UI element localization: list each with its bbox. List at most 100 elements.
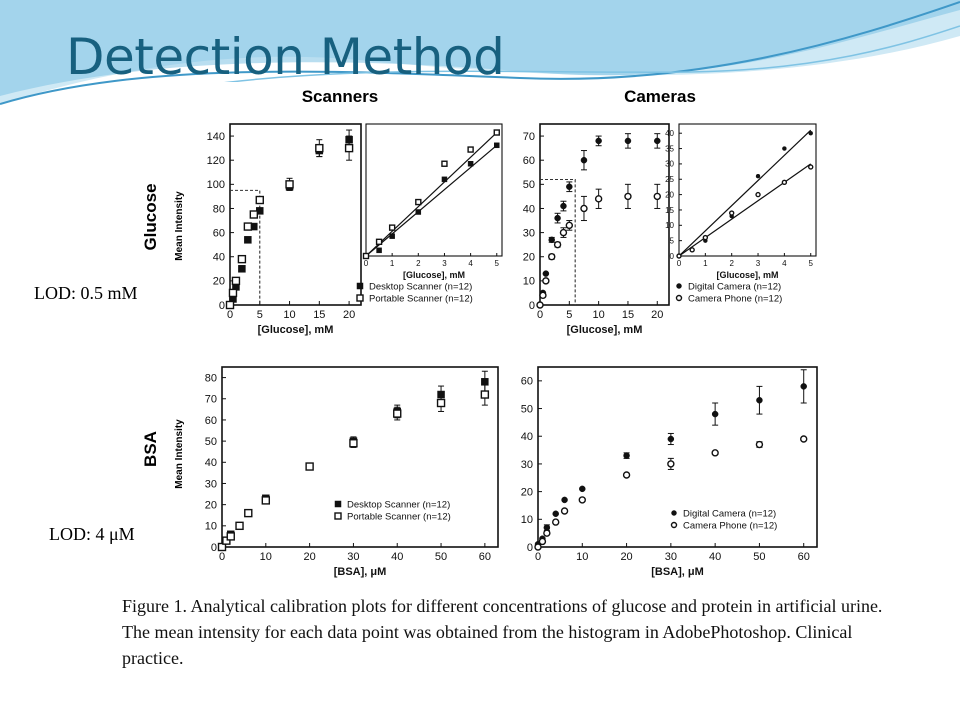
glucose-scanners-inset-x-tick-label: 0 bbox=[364, 259, 369, 268]
bsa-cameras-axes-frame bbox=[537, 366, 818, 548]
glucose-scanners-inset-data-point bbox=[362, 252, 370, 260]
glucose-cameras-x-tick-label: 20 bbox=[651, 309, 663, 321]
glucose-scanners-inset-x-axis-label: [Glucose], mM bbox=[403, 270, 465, 280]
bsa-cameras-x-tick-label: 20 bbox=[620, 551, 632, 563]
column-header-scanners: Scanners bbox=[302, 87, 379, 106]
glucose-scanners-data-point bbox=[344, 143, 354, 153]
bsa-scanners-data-point bbox=[226, 532, 235, 541]
bsa-cameras-data-point bbox=[560, 507, 569, 515]
column-header-cameras: Cameras bbox=[624, 87, 696, 106]
glucose-cameras-inset-data-point bbox=[782, 146, 787, 151]
bsa-cameras-data-point bbox=[711, 449, 719, 457]
glucose-scanners-inset-fit-line bbox=[365, 144, 498, 257]
glucose-cameras-inset-x-tick-label: 2 bbox=[729, 259, 734, 268]
glucose-cameras-data-point bbox=[553, 240, 562, 249]
glucose-cameras-inset-data-point bbox=[676, 253, 682, 259]
wave-stroke-1 bbox=[0, 1, 960, 105]
glucose-scanners-inset-data-point bbox=[493, 129, 500, 136]
glucose-scanners-y-tick-label: 60 bbox=[213, 227, 225, 239]
bsa-cameras-x-tick-label: 30 bbox=[665, 551, 677, 563]
glucose-scanners-x-tick-label: 20 bbox=[343, 309, 355, 321]
bsa-cameras-y-tick-label: 10 bbox=[521, 514, 533, 526]
bsa-scanners-axes-frame bbox=[221, 366, 499, 548]
glucose-cameras-inset-x-tick-label: 3 bbox=[756, 259, 761, 268]
glucose-cameras-data-point bbox=[548, 253, 556, 261]
bsa-cameras-data-point bbox=[800, 383, 807, 390]
bsa-scanners-legend-label: Desktop Scanner (n=12) bbox=[347, 500, 450, 511]
bsa-scanners-legend-marker bbox=[334, 512, 342, 520]
glucose-scanners-data-point bbox=[228, 288, 238, 298]
bsa-cameras-data-point bbox=[538, 537, 547, 546]
glucose-cameras-inset-data-point bbox=[808, 164, 814, 170]
figure-svg: Scanners Cameras Glucose BSA Mean Intens… bbox=[141, 87, 818, 578]
glucose-cameras-y-tick-label: 60 bbox=[523, 155, 535, 167]
bsa-cameras-x-tick-label: 0 bbox=[535, 551, 541, 563]
glucose-scanners-data-point bbox=[243, 222, 253, 231]
bsa-scanners-x-tick-label: 40 bbox=[391, 551, 403, 563]
glucose-cameras-inset-data-point bbox=[781, 179, 788, 186]
bsa-cameras-y-tick-label: 60 bbox=[521, 376, 533, 388]
glucose-scanners-inset-data-point bbox=[415, 198, 422, 206]
glucose-cameras-legend-marker bbox=[675, 294, 683, 302]
bsa-cameras-data-point bbox=[534, 543, 542, 551]
glucose-scanners-inset-data-point bbox=[494, 142, 500, 149]
glucose-cameras-inset-y-tick-label: 0 bbox=[670, 252, 675, 261]
bsa-cameras-legend-marker bbox=[671, 510, 677, 516]
glucose-cameras-inset-y-tick-label: 35 bbox=[665, 144, 674, 153]
glucose-scanners-legend-label: Portable Scanner (n=12) bbox=[369, 294, 473, 305]
decorative-waves bbox=[0, 0, 960, 105]
glucose-cameras-inset-y-tick-label: 40 bbox=[665, 129, 674, 138]
glucose-cameras-legend-marker bbox=[676, 283, 682, 289]
bsa-scanners-x-tick-label: 30 bbox=[347, 551, 359, 563]
glucose-scanners-data-point bbox=[285, 180, 294, 189]
bsa-cameras-legend-label: Camera Phone (n=12) bbox=[683, 521, 777, 532]
bsa-scanners-data-point bbox=[244, 508, 253, 518]
bsa-cameras-data-point bbox=[623, 452, 630, 459]
glucose-cameras-data-point bbox=[594, 195, 603, 203]
bsa-scanners-data-point bbox=[436, 398, 446, 408]
glucose-cameras-inset-data-point bbox=[755, 173, 761, 179]
bsa-cameras-y-tick-label: 0 bbox=[527, 542, 533, 554]
glucose-scanners-x-axis-label: [Glucose], mM bbox=[258, 324, 334, 336]
glucose-cameras-inset-axes-frame bbox=[678, 123, 817, 257]
glucose-cameras-inset-x-tick-label: 5 bbox=[809, 259, 814, 268]
glucose-scanners-data-point bbox=[231, 276, 241, 286]
bsa-scanners-y-tick-label: 80 bbox=[205, 372, 217, 384]
glucose-scanners-data-point bbox=[249, 210, 259, 219]
bsa-cameras-y-tick-label: 30 bbox=[521, 459, 533, 471]
glucose-scanners-data-point bbox=[255, 195, 264, 205]
glucose-cameras-data-point bbox=[554, 214, 561, 222]
glucose-scanners-inset-data-point bbox=[467, 146, 474, 153]
glucose-cameras-data-point bbox=[559, 228, 568, 237]
glucose-cameras-x-tick-label: 0 bbox=[537, 309, 543, 321]
glucose-cameras-inset-x-tick-label: 1 bbox=[703, 259, 708, 268]
glucose-scanners-inset-data-point bbox=[415, 209, 422, 215]
glucose-scanners-y-tick-label: 140 bbox=[207, 131, 225, 143]
glucose-cameras-inset-fit-line bbox=[678, 163, 812, 257]
glucose-cameras-data-point bbox=[560, 202, 567, 210]
glucose-scanners-y-tick-label: 40 bbox=[213, 252, 225, 264]
glucose-scanners-legend-marker bbox=[356, 294, 364, 302]
glucose-cameras-y-tick-label: 50 bbox=[523, 179, 535, 191]
bsa-cameras-data-point bbox=[578, 496, 586, 504]
lod-glucose-label: LOD: 0.5 mM bbox=[34, 283, 138, 303]
bsa-cameras-data-point bbox=[667, 460, 675, 468]
glucose-scanners-inset-data-point bbox=[389, 233, 395, 239]
bsa-scanners-data-point bbox=[480, 390, 490, 399]
glucose-cameras-data-point bbox=[548, 236, 555, 244]
bsa-scanners-x-axis-label: [BSA], μM bbox=[334, 566, 387, 578]
glucose-scanners-y-tick-label: 120 bbox=[207, 155, 225, 167]
bsa-scanners-x-tick-label: 10 bbox=[260, 551, 272, 563]
glucose-scanners-y-tick-label: 0 bbox=[219, 300, 225, 312]
bsa-scanners-y-tick-label: 10 bbox=[205, 521, 217, 533]
bsa-cameras-x-tick-label: 40 bbox=[709, 551, 721, 563]
glucose-scanners-y-tick-label: 20 bbox=[213, 276, 225, 288]
panel-bsa-scanners: 0 10 20 30 40 50 60 0 10 20 30 40 50 60 70 80 [BSA], μM D… bbox=[205, 366, 499, 578]
bsa-cameras-data-point bbox=[561, 496, 568, 504]
bsa-cameras-data-point bbox=[755, 440, 764, 449]
glucose-cameras-data-point bbox=[542, 277, 550, 285]
glucose-cameras-y-tick-label: 0 bbox=[529, 300, 535, 312]
glucose-cameras-data-point bbox=[536, 301, 544, 309]
